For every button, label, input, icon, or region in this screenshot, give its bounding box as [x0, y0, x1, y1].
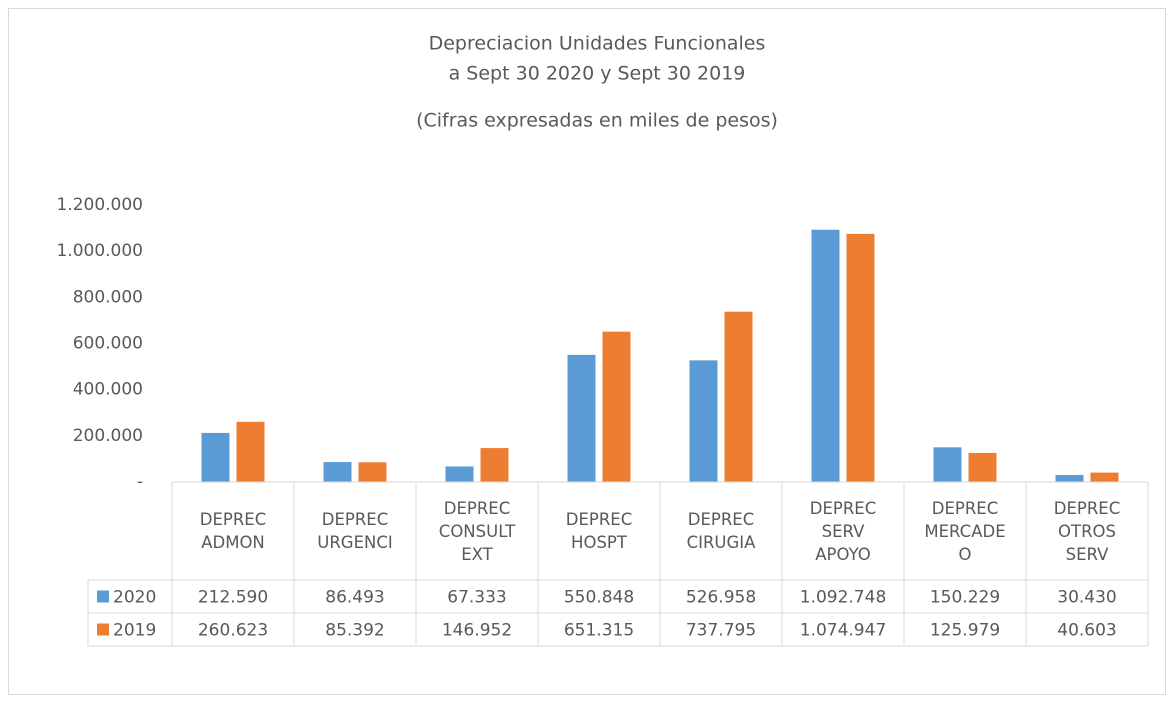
bar	[236, 421, 265, 482]
x-tick-label: DEPREC OTROS SERV	[1053, 498, 1121, 564]
x-tick-label: DEPREC CONSULT EXT	[438, 498, 516, 564]
bar	[811, 229, 840, 482]
bar	[201, 432, 230, 482]
y-tick-label: 1.000.000	[56, 241, 143, 261]
bar	[1090, 472, 1119, 482]
category-cell: DEPREC SERV APOYO	[809, 498, 877, 564]
chart-subtitle: a Sept 30 2020 y Sept 30 2019	[449, 63, 746, 85]
data-label: 85.392	[325, 621, 384, 641]
y-tick-label: 1.200.000	[56, 195, 143, 215]
legend-label: 2020	[113, 588, 156, 608]
category-cell: DEPREC ADMON	[199, 510, 267, 552]
data-label: 1.092.748	[800, 588, 887, 608]
bar	[480, 448, 509, 482]
data-label: 146.952	[442, 621, 512, 641]
category-cell: DEPREC CIRUGIA	[686, 510, 756, 552]
data-label: 651.315	[564, 621, 634, 641]
legend-label: 2019	[113, 621, 156, 641]
bar	[1055, 474, 1084, 482]
y-tick-label: 400.000	[73, 380, 143, 400]
x-tick-label: DEPREC HOSPT	[565, 510, 633, 552]
bar	[933, 447, 962, 482]
category-cell: DEPREC OTROS SERV	[1053, 498, 1121, 564]
data-label: 1.074.947	[800, 621, 887, 641]
bar	[602, 331, 631, 482]
chart-title: Depreciacion Unidades Funcionales	[429, 33, 766, 55]
category-cell: DEPREC MERCADEO	[924, 498, 1006, 564]
data-label: 737.795	[686, 621, 756, 641]
bar	[968, 452, 997, 482]
bar	[724, 311, 753, 482]
x-tick-label: DEPREC SERV APOYO	[809, 498, 877, 564]
bar	[846, 233, 875, 482]
x-tick-label: DEPREC ADMON	[199, 510, 267, 552]
y-tick-label: 800.000	[73, 287, 143, 307]
chart-note: (Cifras expresadas en miles de pesos)	[416, 110, 778, 132]
data-label: 550.848	[564, 588, 634, 608]
data-label: 260.623	[198, 621, 268, 641]
data-label: 212.590	[198, 588, 268, 608]
category-cell: DEPREC HOSPT	[565, 510, 633, 552]
y-tick-label: 600.000	[73, 334, 143, 354]
data-label: 125.979	[930, 621, 1000, 641]
category-cell: DEPREC URGENCI	[317, 510, 393, 552]
data-label: 67.333	[447, 588, 506, 608]
legend-swatch	[97, 623, 109, 636]
data-label: 30.430	[1057, 588, 1116, 608]
x-tick-label: DEPREC MERCADEO	[924, 498, 1006, 564]
x-tick-label: DEPREC CIRUGIA	[686, 510, 756, 552]
data-label: 86.493	[325, 588, 384, 608]
category-cell: DEPREC CONSULT EXT	[438, 498, 516, 564]
legend-swatch	[97, 590, 109, 603]
bar	[358, 462, 387, 482]
data-label: 526.958	[686, 588, 756, 608]
bar	[323, 462, 352, 482]
y-tick-label: 200.000	[73, 426, 143, 446]
bar	[567, 354, 596, 482]
y-tick-label: -	[137, 472, 143, 492]
data-label: 40.603	[1057, 621, 1116, 641]
bar	[689, 360, 718, 482]
x-tick-label: DEPREC URGENCI	[317, 510, 393, 552]
bar	[445, 466, 474, 482]
data-label: 150.229	[930, 588, 1000, 608]
